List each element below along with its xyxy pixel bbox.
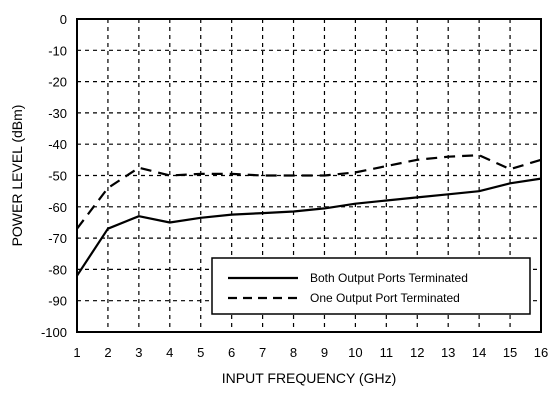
y-tick-label: -10 <box>48 43 67 58</box>
x-tick-label: 12 <box>410 345 424 360</box>
x-tick-label: 1 <box>73 345 80 360</box>
x-tick-label: 15 <box>503 345 517 360</box>
y-axis-title: POWER LEVEL (dBm) <box>9 105 25 247</box>
y-tick-label: -90 <box>48 294 67 309</box>
x-tick-label: 16 <box>534 345 548 360</box>
x-tick-label: 3 <box>135 345 142 360</box>
x-tick-label: 13 <box>441 345 455 360</box>
x-tick-label: 4 <box>166 345 173 360</box>
x-tick-label: 10 <box>348 345 362 360</box>
x-tick-label: 8 <box>290 345 297 360</box>
y-tick-label: -60 <box>48 200 67 215</box>
legend-label-one-port: One Output Port Terminated <box>310 291 460 305</box>
legend: Both Output Ports Terminated One Output … <box>211 257 531 315</box>
x-axis-tick-labels: 1 2 3 4 5 6 7 8 9 10 11 12 13 14 15 16 <box>73 345 548 360</box>
x-tick-label: 7 <box>259 345 266 360</box>
y-tick-label: -70 <box>48 231 67 246</box>
y-axis-tick-labels: 0 -10 -20 -30 -40 -50 -60 -70 -80 -90 -100 <box>41 12 67 340</box>
x-tick-label: 11 <box>380 345 394 360</box>
x-tick-label: 9 <box>321 345 328 360</box>
series-line-both-ports <box>76 177 542 277</box>
x-tick-label: 6 <box>228 345 235 360</box>
y-tick-label: -100 <box>41 325 67 340</box>
y-tick-label: -20 <box>48 75 67 90</box>
series-lines <box>76 154 542 277</box>
y-tick-label: -80 <box>48 262 67 277</box>
plot-frame <box>76 18 542 333</box>
y-tick-label: -30 <box>48 106 67 121</box>
x-tick-label: 5 <box>197 345 204 360</box>
x-axis-title: INPUT FREQUENCY (GHz) <box>222 370 397 386</box>
legend-box <box>211 257 531 315</box>
x-tick-label: 14 <box>472 345 486 360</box>
y-tick-label: -40 <box>48 137 67 152</box>
series-line-one-port <box>76 154 542 230</box>
x-tick-label: 2 <box>104 345 111 360</box>
legend-label-both-ports: Both Output Ports Terminated <box>310 271 468 285</box>
y-tick-label: -50 <box>48 169 67 184</box>
y-tick-label: 0 <box>60 12 67 27</box>
